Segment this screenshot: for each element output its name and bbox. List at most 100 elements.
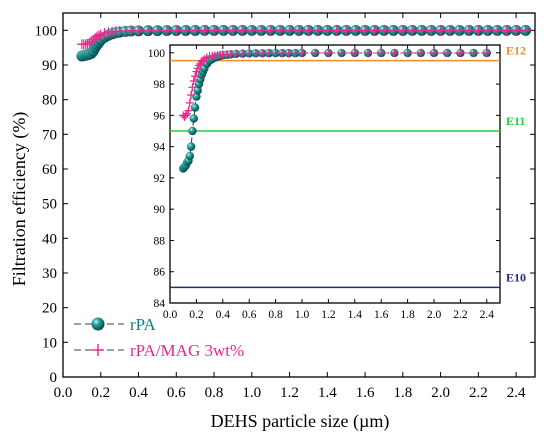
inset-y-tick-label: 100 <box>148 48 166 60</box>
inset-point-rpa-mag <box>185 98 194 107</box>
main-x-tick-label: 0.8 <box>205 385 224 401</box>
inset-point-rpa-mag <box>416 48 425 57</box>
inset-x-tick-label: 0.8 <box>268 309 283 321</box>
main-y-tick-label: 10 <box>42 335 57 351</box>
main-x-tick-label: 1.8 <box>393 385 412 401</box>
inset-point-rpa-mag <box>298 48 306 57</box>
main-y-tick-label: 50 <box>42 197 57 213</box>
inset-y-tick-label: 92 <box>154 173 166 185</box>
main-point-rpa-mag <box>256 25 267 36</box>
main-point-rpa-mag <box>227 25 238 36</box>
inset-point-rpa-mag <box>377 48 386 57</box>
inset-point-rpa-mag <box>181 111 190 120</box>
main-point-rpa-mag <box>218 25 229 36</box>
inset-y-tick-label: 88 <box>154 235 166 247</box>
main-x-tick-label: 0.6 <box>167 385 186 401</box>
main-x-tick-label: 2.4 <box>507 385 526 401</box>
main-point-rpa-mag <box>133 25 144 36</box>
main-y-tick-label: 0 <box>50 370 58 386</box>
main-point-rpa-mag <box>520 25 531 36</box>
inset-point-rpa-mag <box>191 72 200 81</box>
main-point-rpa-mag <box>199 25 210 36</box>
main-x-tick-label: 0.2 <box>91 385 110 401</box>
main-point-rpa-mag <box>511 25 522 36</box>
inset-point-rpa-mag <box>350 48 359 57</box>
inset-y-tick-label: 86 <box>154 267 166 279</box>
main-point-rpa-mag <box>180 25 191 36</box>
inset-x-tick-label: 0.6 <box>242 309 257 321</box>
legend-label-rpa-mag: rPA/MAG 3wt% <box>130 341 244 360</box>
main-y-tick-label: 80 <box>42 93 57 109</box>
inset-point-rpa-mag <box>187 91 196 100</box>
main-point-rpa-mag <box>209 25 220 36</box>
main-point-rpa-mag <box>407 25 418 36</box>
inset-point-rpa <box>185 151 194 161</box>
main-point-rpa-mag <box>237 25 248 36</box>
main-x-tick-label: 0.4 <box>129 385 148 401</box>
inset-x-tick-label: 1.8 <box>400 309 415 321</box>
inset-point-rpa-mag <box>403 48 412 57</box>
main-point-rpa-mag <box>454 25 465 36</box>
inset-point-rpa-mag <box>364 48 372 57</box>
inset-point-rpa-mag <box>337 48 346 57</box>
main-x-tick-label: 1.6 <box>356 385 375 401</box>
inset-point-rpa <box>193 86 202 95</box>
main-point-rpa-mag <box>360 25 371 36</box>
main-x-tick-label: 2.0 <box>431 385 450 401</box>
inset-point-rpa-mag <box>443 48 452 57</box>
main-x-tick-label: 0.0 <box>54 385 73 401</box>
inset-x-tick-label: 0.0 <box>163 309 178 321</box>
inset-x-tick-label: 1.4 <box>348 309 363 321</box>
legend-marker-rpa <box>91 317 105 331</box>
main-point-rpa-mag <box>142 25 153 36</box>
main-point-rpa-mag <box>190 25 201 36</box>
inset-x-tick-label: 1.0 <box>295 309 310 321</box>
inset-point-rpa <box>189 114 198 123</box>
inset-point-rpa <box>186 142 196 151</box>
main-series-group <box>76 24 532 62</box>
main-y-tick-label: 20 <box>42 301 57 317</box>
inset-point-rpa-mag <box>482 48 491 57</box>
inset-point-rpa <box>190 103 200 112</box>
inset-x-tick-label: 0.2 <box>189 309 204 321</box>
inset-point-rpa <box>188 126 197 136</box>
main-point-rpa-mag <box>246 25 257 36</box>
inset-x-tick-label: 0.4 <box>216 309 231 321</box>
main-point-rpa-mag <box>388 25 399 36</box>
main-point-rpa-mag <box>171 25 182 36</box>
main-point-rpa-mag <box>275 25 286 36</box>
inset-x-tick-label: 2.4 <box>480 309 495 321</box>
main-x-tick-label: 1.2 <box>280 385 299 401</box>
reference-label-e12: E12 <box>506 44 526 58</box>
main-point-rpa-mag <box>322 25 333 36</box>
inset-point-rpa-mag <box>188 83 197 92</box>
main-point-rpa-mag <box>473 25 484 36</box>
inset-point-rpa-mag <box>311 48 320 57</box>
main-x-tick-label: 2.2 <box>469 385 488 401</box>
inset-point-rpa-mag <box>456 48 465 57</box>
inset-point-rpa-mag <box>324 48 333 57</box>
legend-label-rpa: rPA <box>130 315 157 334</box>
inset-y-tick-label: 96 <box>154 110 166 122</box>
main-point-rpa-mag <box>435 25 446 36</box>
inset-x-tick-label: 2.2 <box>453 309 468 321</box>
main-point-rpa-mag <box>463 25 474 36</box>
main-point-rpa-mag <box>492 25 503 36</box>
main-point-rpa-mag <box>378 25 389 36</box>
main-point-rpa-mag <box>161 25 172 36</box>
main-point-rpa-mag <box>303 25 314 36</box>
main-y-tick-label: 90 <box>42 58 57 74</box>
main-point-rpa-mag <box>501 25 512 36</box>
main-y-tick-label: 30 <box>42 266 57 282</box>
legend-marker-rpa-mag <box>92 344 104 356</box>
main-point-rpa-mag <box>416 25 427 36</box>
main-y-tick-label: 40 <box>42 231 57 247</box>
main-point-rpa-mag <box>331 25 342 36</box>
main-point-rpa-mag <box>426 25 437 36</box>
x-axis-title: DEHS particle size (µm) <box>211 411 390 432</box>
inset-x-tick-label: 1.2 <box>321 309 336 321</box>
inset-x-tick-label: 1.6 <box>374 309 389 321</box>
main-point-rpa-mag <box>369 25 380 36</box>
